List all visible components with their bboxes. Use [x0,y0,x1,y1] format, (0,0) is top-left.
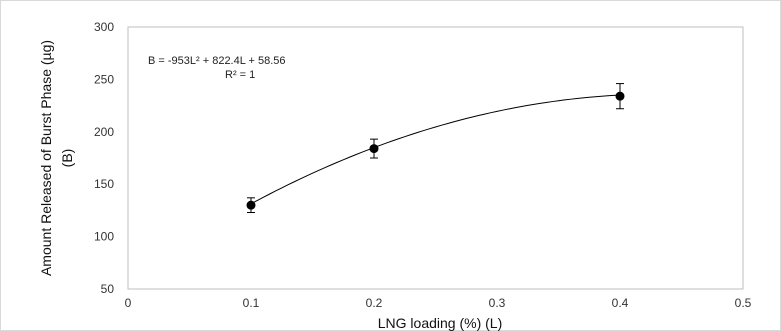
y-tick-label: 50 [101,282,115,296]
y-tick-label: 250 [94,72,114,86]
x-tick-label: 0 [125,296,132,310]
x-tick-label: 0.4 [612,296,629,310]
x-tick-label: 0.1 [243,296,260,310]
x-tick-label: 0.3 [489,296,506,310]
y-tick-label: 200 [94,125,114,139]
plot-area [127,26,744,290]
equation-annotation: B = -953L² + 822.4L + 58.56 [148,55,286,67]
y-tick-label: 100 [94,230,114,244]
y-axis-ticks: 50 100 150 200 250 300 [94,20,114,296]
data-points [246,83,625,213]
trendline [250,94,621,205]
x-axis-title: LNG loading (%) (L) [378,315,503,331]
data-point [615,91,625,101]
r-squared-annotation: R² = 1 [225,69,255,81]
x-tick-label: 0.5 [735,296,752,310]
x-tick-label: 0.2 [366,296,383,310]
y-axis-title-symbol: (B) [59,149,75,168]
y-tick-label: 150 [94,177,114,191]
data-point [246,200,256,210]
x-axis-ticks: 0 0.1 0.2 0.3 0.4 0.5 [125,296,752,310]
data-point [369,144,379,154]
y-tick-label: 300 [94,20,114,34]
y-axis-title: Amount Released of Burst Phase (µg) [38,40,54,276]
